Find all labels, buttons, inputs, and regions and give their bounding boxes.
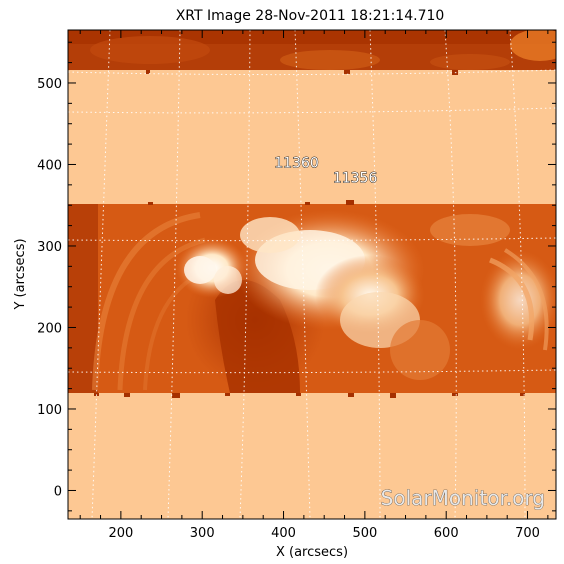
y-tick-label: 200 [37,321,62,336]
x-tick-label: 700 [515,526,540,541]
active-region-label: 11360 [274,156,319,172]
y-tick-label: 0 [54,484,62,499]
solarmonitor-watermark: SolarMonitor.org [381,486,545,510]
y-tick-label: 100 [37,403,62,418]
active-region-label: 11356 [333,170,378,186]
y-tick-label: 400 [37,158,62,173]
x-tick-label: 200 [108,526,133,541]
x-tick-label: 500 [352,526,377,541]
y-axis-label: Y (arcsecs) [13,238,28,310]
x-tick-label: 400 [271,526,296,541]
x-axis: 200 300 400 500 600 700 [79,30,549,541]
plot-frame [67,29,557,520]
x-tick-label: 300 [190,526,215,541]
y-tick-label: 500 [37,77,62,92]
heliographic-grid [68,30,556,519]
active-region-labels: 11360 11356 [274,155,378,186]
top-image-strip [68,30,556,70]
plot-title: XRT Image 28-Nov-2011 18:21:14.710 [176,8,445,24]
y-axis: 0 100 200 300 400 500 [37,41,556,512]
main-image-strip [68,204,556,393]
x-axis-label: X (arcsecs) [276,545,348,560]
x-tick-label: 600 [434,526,459,541]
y-tick-label: 300 [37,240,62,255]
